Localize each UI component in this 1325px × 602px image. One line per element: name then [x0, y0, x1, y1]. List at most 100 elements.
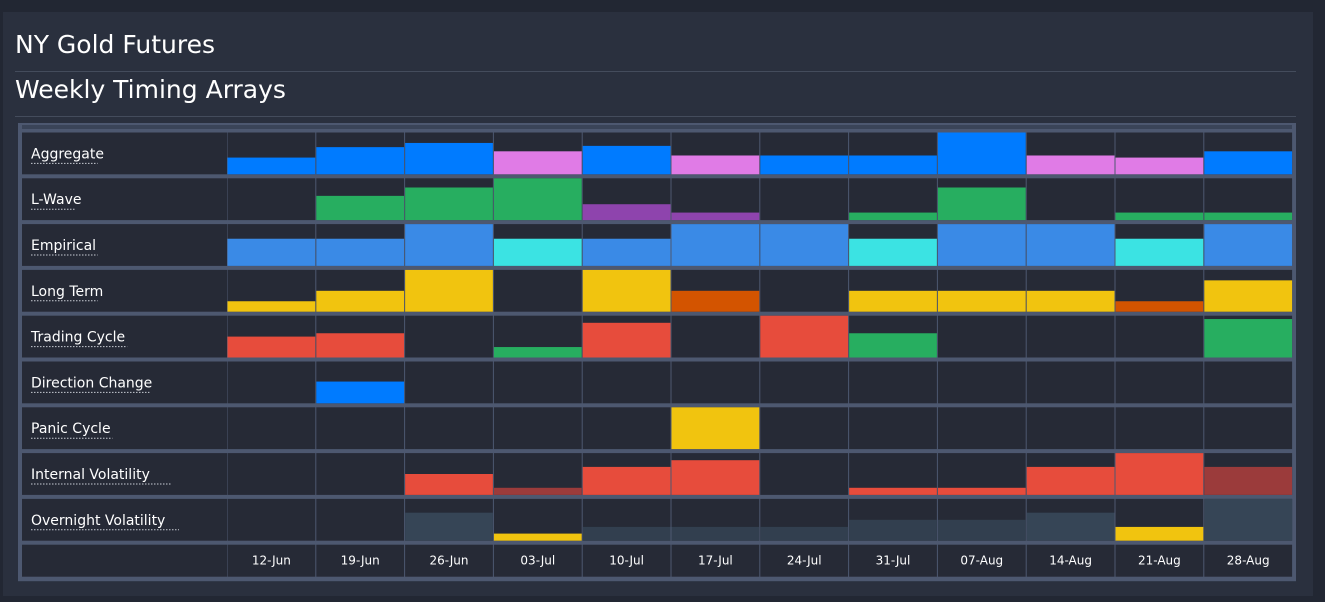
- heat-bar: [583, 467, 671, 495]
- heat-bar: [938, 520, 1026, 541]
- row-label: Trading Cycle: [30, 330, 125, 346]
- heat-bar: [1116, 301, 1204, 311]
- data-cell: [1116, 316, 1204, 358]
- x-tick-label: 10-Jul: [609, 554, 644, 568]
- row-label: Long Term: [31, 284, 103, 300]
- data-cell: [1116, 407, 1204, 449]
- data-cell: [760, 453, 848, 495]
- data-cell: [938, 407, 1026, 449]
- x-tick-label: 24-Jul: [787, 554, 822, 568]
- heat-bar: [1027, 224, 1115, 266]
- heat-bar: [849, 333, 937, 357]
- heat-bar: [1027, 467, 1115, 495]
- heat-bar: [405, 224, 493, 266]
- data-cell: [316, 453, 404, 495]
- data-cell: [228, 499, 316, 541]
- data-cell: [228, 453, 316, 495]
- x-tick-label: 28-Aug: [1227, 554, 1270, 568]
- data-cell: [849, 362, 937, 404]
- heat-bar: [1204, 467, 1292, 495]
- heat-bar: [228, 158, 316, 175]
- heat-bar: [1204, 499, 1292, 541]
- heat-bar: [583, 270, 671, 312]
- x-tick-label: 14-Aug: [1049, 554, 1092, 568]
- data-cell: [1027, 407, 1115, 449]
- heat-bar: [760, 527, 848, 541]
- x-tick-label: 31-Jul: [876, 554, 911, 568]
- data-cell: [1204, 362, 1292, 404]
- data-cell: [672, 316, 760, 358]
- heat-bar: [1027, 291, 1115, 312]
- x-tick-label: 21-Aug: [1138, 554, 1181, 568]
- heat-bar: [849, 520, 937, 541]
- row-label: Direction Change: [31, 375, 152, 391]
- heat-bar: [1116, 527, 1204, 541]
- x-tick-label: 03-Jul: [520, 554, 555, 568]
- heat-bar: [1116, 158, 1204, 175]
- heat-bar: [1204, 224, 1292, 266]
- heat-bar: [316, 239, 404, 266]
- heat-bar: [938, 187, 1026, 220]
- data-cell: [405, 316, 493, 358]
- heat-bar: [672, 224, 760, 266]
- data-cell: [849, 407, 937, 449]
- row-label: Empirical: [31, 238, 96, 254]
- data-cell: [760, 362, 848, 404]
- heat-bar: [228, 239, 316, 266]
- data-cell: [760, 407, 848, 449]
- heat-bar: [1204, 213, 1292, 221]
- axis-corner-cell: [22, 545, 227, 577]
- data-cell: [1204, 407, 1292, 449]
- heat-bar: [938, 224, 1026, 266]
- heat-bar: [1116, 213, 1204, 221]
- heat-bar: [760, 316, 848, 358]
- heat-bar: [494, 347, 582, 357]
- heat-bar: [583, 239, 671, 266]
- heat-bar: [405, 270, 493, 312]
- heat-bar: [583, 204, 671, 220]
- data-cell: [494, 362, 582, 404]
- row-label: Internal Volatility: [31, 467, 150, 483]
- heat-bar: [228, 301, 316, 311]
- heat-bar: [583, 323, 671, 358]
- data-cell: [1027, 362, 1115, 404]
- heat-bar: [1116, 239, 1204, 266]
- heat-bar: [1027, 155, 1115, 174]
- heat-bar: [316, 382, 404, 404]
- heat-bar: [672, 155, 760, 174]
- heat-bar: [494, 488, 582, 495]
- heat-bar: [405, 513, 493, 541]
- row-label: Overnight Volatility: [31, 513, 165, 529]
- heat-bar: [672, 407, 760, 449]
- heat-bar: [494, 239, 582, 266]
- heat-bar: [583, 527, 671, 541]
- data-cell: [938, 362, 1026, 404]
- heat-bar: [405, 474, 493, 495]
- row-label: Aggregate: [31, 146, 104, 162]
- heat-bar: [849, 213, 937, 221]
- data-cell: [494, 270, 582, 312]
- data-cell: [1116, 362, 1204, 404]
- heat-bar: [849, 239, 937, 266]
- data-cell: [228, 407, 316, 449]
- data-cell: [760, 178, 848, 220]
- x-tick-label: 26-Jun: [429, 554, 468, 568]
- heat-bar: [1204, 151, 1292, 174]
- data-cell: [405, 407, 493, 449]
- heat-bar: [1204, 280, 1292, 311]
- heat-bar: [494, 534, 582, 541]
- heat-bar: [672, 213, 760, 221]
- heat-bar: [849, 155, 937, 174]
- grid-top-strip: [22, 125, 1292, 129]
- heat-bar: [494, 151, 582, 174]
- data-cell: [583, 362, 671, 404]
- heat-bar: [672, 460, 760, 495]
- heat-bar: [672, 291, 760, 312]
- heat-bar: [316, 196, 404, 220]
- data-cell: [316, 407, 404, 449]
- heat-bar: [1116, 453, 1204, 495]
- data-cell: [583, 407, 671, 449]
- x-tick-label: 12-Jun: [252, 554, 291, 568]
- row-label: L-Wave: [31, 192, 81, 208]
- data-cell: [228, 362, 316, 404]
